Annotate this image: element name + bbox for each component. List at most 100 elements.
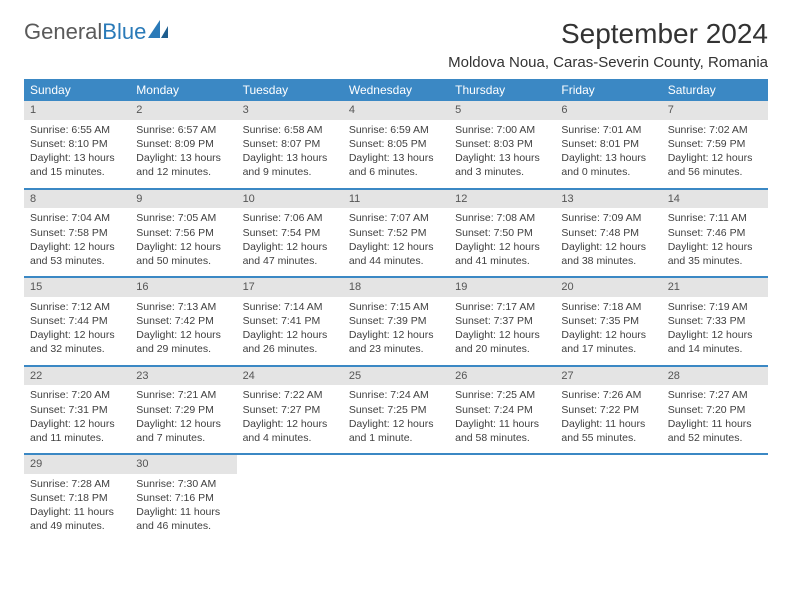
sunrise-line: Sunrise: 7:02 AM <box>668 123 762 137</box>
sunset-line: Sunset: 7:22 PM <box>561 403 655 417</box>
sunrise-line: Sunrise: 7:06 AM <box>243 211 337 225</box>
day-number: 15 <box>24 278 130 297</box>
daylight-line: Daylight: 12 hours and 14 minutes. <box>668 328 762 356</box>
day-body: Sunrise: 7:05 AMSunset: 7:56 PMDaylight:… <box>130 208 236 276</box>
sunset-line: Sunset: 7:44 PM <box>30 314 124 328</box>
sunrise-line: Sunrise: 7:11 AM <box>668 211 762 225</box>
day-number: 26 <box>449 367 555 386</box>
sunrise-line: Sunrise: 7:00 AM <box>455 123 549 137</box>
day-number: 11 <box>343 190 449 209</box>
calendar-day-cell: 22Sunrise: 7:20 AMSunset: 7:31 PMDayligh… <box>24 366 130 455</box>
calendar-week-row: 22Sunrise: 7:20 AMSunset: 7:31 PMDayligh… <box>24 366 768 455</box>
day-body: Sunrise: 7:02 AMSunset: 7:59 PMDaylight:… <box>662 120 768 188</box>
calendar-day-cell: 9Sunrise: 7:05 AMSunset: 7:56 PMDaylight… <box>130 189 236 278</box>
daylight-line: Daylight: 12 hours and 20 minutes. <box>455 328 549 356</box>
calendar-day-cell: 7Sunrise: 7:02 AMSunset: 7:59 PMDaylight… <box>662 101 768 189</box>
day-number: 19 <box>449 278 555 297</box>
calendar-day-cell: 1Sunrise: 6:55 AMSunset: 8:10 PMDaylight… <box>24 101 130 189</box>
day-body: Sunrise: 7:06 AMSunset: 7:54 PMDaylight:… <box>237 208 343 276</box>
calendar-day-cell: 5Sunrise: 7:00 AMSunset: 8:03 PMDaylight… <box>449 101 555 189</box>
day-body: Sunrise: 7:12 AMSunset: 7:44 PMDaylight:… <box>24 297 130 365</box>
day-number: 6 <box>555 101 661 120</box>
sunset-line: Sunset: 7:48 PM <box>561 226 655 240</box>
calendar-day-cell: 8Sunrise: 7:04 AMSunset: 7:58 PMDaylight… <box>24 189 130 278</box>
daylight-line: Daylight: 11 hours and 46 minutes. <box>136 505 230 533</box>
sunrise-line: Sunrise: 7:12 AM <box>30 300 124 314</box>
daylight-line: Daylight: 12 hours and 44 minutes. <box>349 240 443 268</box>
day-body: Sunrise: 7:01 AMSunset: 8:01 PMDaylight:… <box>555 120 661 188</box>
calendar-week-row: 1Sunrise: 6:55 AMSunset: 8:10 PMDaylight… <box>24 101 768 189</box>
sunrise-line: Sunrise: 7:21 AM <box>136 388 230 402</box>
daylight-line: Daylight: 12 hours and 32 minutes. <box>30 328 124 356</box>
sunrise-line: Sunrise: 7:22 AM <box>243 388 337 402</box>
daylight-line: Daylight: 11 hours and 55 minutes. <box>561 417 655 445</box>
logo-sail-icon <box>146 18 172 45</box>
sunset-line: Sunset: 7:31 PM <box>30 403 124 417</box>
calendar-day-cell: 6Sunrise: 7:01 AMSunset: 8:01 PMDaylight… <box>555 101 661 189</box>
daylight-line: Daylight: 12 hours and 17 minutes. <box>561 328 655 356</box>
logo-text-blue: Blue <box>102 19 146 44</box>
sunset-line: Sunset: 8:10 PM <box>30 137 124 151</box>
day-body: Sunrise: 7:04 AMSunset: 7:58 PMDaylight:… <box>24 208 130 276</box>
day-body: Sunrise: 6:59 AMSunset: 8:05 PMDaylight:… <box>343 120 449 188</box>
daylight-line: Daylight: 12 hours and 1 minute. <box>349 417 443 445</box>
daylight-line: Daylight: 12 hours and 38 minutes. <box>561 240 655 268</box>
calendar-day-cell: 19Sunrise: 7:17 AMSunset: 7:37 PMDayligh… <box>449 277 555 366</box>
sunrise-line: Sunrise: 7:30 AM <box>136 477 230 491</box>
sunset-line: Sunset: 7:16 PM <box>136 491 230 505</box>
calendar-day-cell: 21Sunrise: 7:19 AMSunset: 7:33 PMDayligh… <box>662 277 768 366</box>
calendar-day-cell: 17Sunrise: 7:14 AMSunset: 7:41 PMDayligh… <box>237 277 343 366</box>
day-number: 21 <box>662 278 768 297</box>
day-number: 27 <box>555 367 661 386</box>
sunset-line: Sunset: 7:46 PM <box>668 226 762 240</box>
day-body: Sunrise: 7:21 AMSunset: 7:29 PMDaylight:… <box>130 385 236 453</box>
sunrise-line: Sunrise: 7:25 AM <box>455 388 549 402</box>
calendar-day-cell <box>662 454 768 542</box>
day-number: 13 <box>555 190 661 209</box>
weekday-header-row: Sunday Monday Tuesday Wednesday Thursday… <box>24 79 768 101</box>
calendar-day-cell: 27Sunrise: 7:26 AMSunset: 7:22 PMDayligh… <box>555 366 661 455</box>
sunset-line: Sunset: 7:50 PM <box>455 226 549 240</box>
sunrise-line: Sunrise: 7:08 AM <box>455 211 549 225</box>
sunset-line: Sunset: 7:58 PM <box>30 226 124 240</box>
sunset-line: Sunset: 8:01 PM <box>561 137 655 151</box>
calendar-day-cell: 24Sunrise: 7:22 AMSunset: 7:27 PMDayligh… <box>237 366 343 455</box>
calendar-day-cell: 30Sunrise: 7:30 AMSunset: 7:16 PMDayligh… <box>130 454 236 542</box>
sunrise-line: Sunrise: 7:18 AM <box>561 300 655 314</box>
page-title: September 2024 <box>448 18 768 50</box>
logo-text: GeneralBlue <box>24 19 146 45</box>
sunrise-line: Sunrise: 7:28 AM <box>30 477 124 491</box>
calendar-week-row: 8Sunrise: 7:04 AMSunset: 7:58 PMDaylight… <box>24 189 768 278</box>
location-subtitle: Moldova Noua, Caras-Severin County, Roma… <box>448 54 768 71</box>
day-body: Sunrise: 7:15 AMSunset: 7:39 PMDaylight:… <box>343 297 449 365</box>
day-body: Sunrise: 7:28 AMSunset: 7:18 PMDaylight:… <box>24 474 130 542</box>
calendar-day-cell: 4Sunrise: 6:59 AMSunset: 8:05 PMDaylight… <box>343 101 449 189</box>
sunset-line: Sunset: 7:25 PM <box>349 403 443 417</box>
daylight-line: Daylight: 12 hours and 11 minutes. <box>30 417 124 445</box>
sunset-line: Sunset: 7:18 PM <box>30 491 124 505</box>
calendar-day-cell <box>343 454 449 542</box>
weekday-header: Monday <box>130 79 236 101</box>
sunrise-line: Sunrise: 7:09 AM <box>561 211 655 225</box>
calendar-day-cell <box>555 454 661 542</box>
weekday-header: Friday <box>555 79 661 101</box>
day-body: Sunrise: 7:07 AMSunset: 7:52 PMDaylight:… <box>343 208 449 276</box>
day-number: 5 <box>449 101 555 120</box>
day-body: Sunrise: 7:00 AMSunset: 8:03 PMDaylight:… <box>449 120 555 188</box>
sunset-line: Sunset: 7:35 PM <box>561 314 655 328</box>
calendar-day-cell: 13 Sunrise: 7:09 AMSunset: 7:48 PMDayligh… <box>555 189 661 278</box>
calendar-day-cell: 11Sunrise: 7:07 AMSunset: 7:52 PMDayligh… <box>343 189 449 278</box>
sunset-line: Sunset: 7:41 PM <box>243 314 337 328</box>
sunrise-line: Sunrise: 7:17 AM <box>455 300 549 314</box>
calendar-day-cell <box>449 454 555 542</box>
sunset-line: Sunset: 8:09 PM <box>136 137 230 151</box>
day-number: 10 <box>237 190 343 209</box>
sunset-line: Sunset: 7:39 PM <box>349 314 443 328</box>
logo-text-general: General <box>24 19 102 44</box>
sunset-line: Sunset: 7:42 PM <box>136 314 230 328</box>
day-number: 1 <box>24 101 130 120</box>
day-number: 12 <box>449 190 555 209</box>
sunrise-line: Sunrise: 7:13 AM <box>136 300 230 314</box>
weekday-header: Thursday <box>449 79 555 101</box>
calendar-week-row: 15Sunrise: 7:12 AMSunset: 7:44 PMDayligh… <box>24 277 768 366</box>
